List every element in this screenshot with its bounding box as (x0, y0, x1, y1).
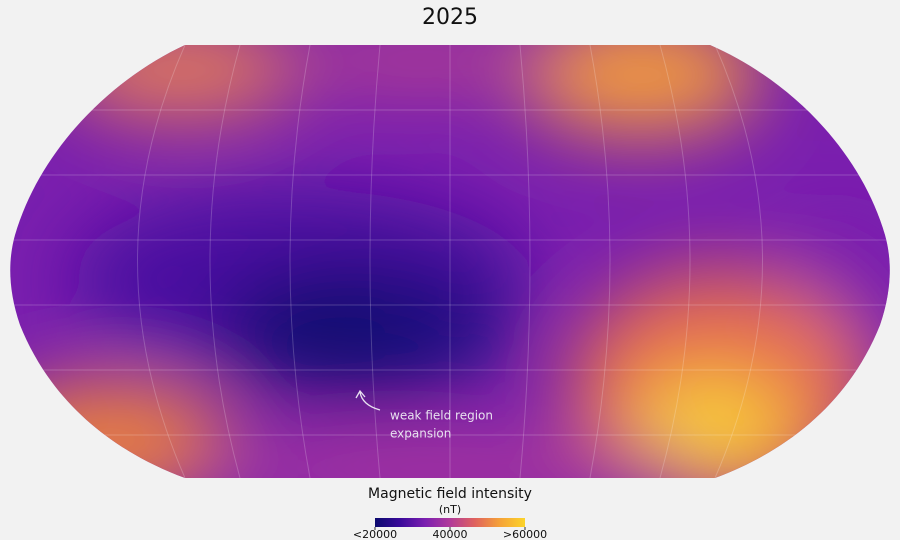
colorbar-tick-label: 40000 (433, 528, 468, 540)
colorbar-tick-label: <20000 (353, 528, 397, 540)
colorbar-tick-label: >60000 (503, 528, 547, 540)
field-map (10, 45, 890, 478)
colorbar-title: Magnetic field intensity (368, 486, 532, 502)
annotation: expansion (390, 427, 451, 441)
colorbar (375, 518, 525, 527)
annotation: weak field region (390, 409, 493, 423)
annotation-arrow (355, 389, 381, 411)
map-title: 2025 (422, 5, 478, 30)
colorbar-unit: (nT) (439, 503, 461, 516)
